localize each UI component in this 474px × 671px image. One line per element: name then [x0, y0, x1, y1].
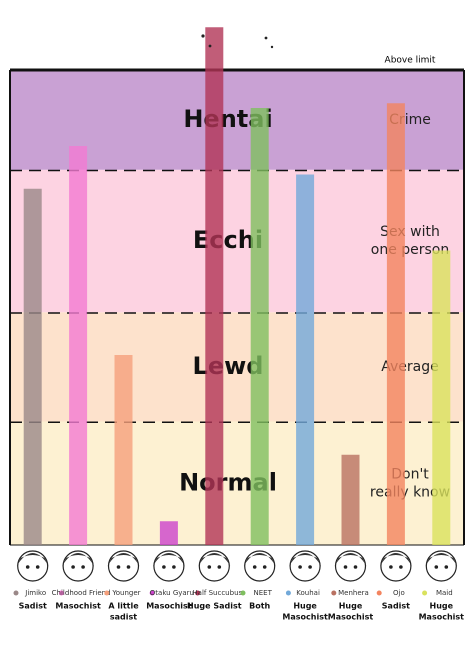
character-name: Jimiko: [24, 589, 46, 597]
hair: [107, 553, 140, 566]
eye: [353, 565, 358, 569]
color-dot: [13, 590, 19, 596]
character-name: Younger: [111, 589, 140, 597]
eye: [298, 565, 302, 569]
hair: [198, 553, 231, 566]
bar: [386, 103, 405, 545]
role-label: Huge: [339, 602, 363, 611]
eye: [217, 565, 222, 569]
hair: [334, 553, 367, 566]
bar: [250, 108, 269, 545]
eye: [399, 565, 403, 569]
color-dot: [195, 590, 201, 596]
face: [244, 550, 276, 582]
character-name: NEET: [254, 589, 273, 597]
character-name: Otaku Gyaru: [150, 589, 194, 597]
role-label: Masochist: [419, 613, 465, 622]
hair: [243, 553, 276, 566]
face: [289, 550, 321, 582]
face: [17, 550, 49, 582]
face: [334, 550, 367, 582]
eye: [308, 565, 312, 569]
eye: [343, 565, 348, 569]
face: [153, 550, 185, 582]
bar: [341, 454, 360, 545]
bar: [432, 250, 451, 545]
hair: [152, 553, 185, 566]
eye: [252, 565, 257, 569]
character-name: Ojo: [393, 589, 405, 597]
role-label: Both: [249, 602, 270, 611]
eye: [81, 565, 85, 569]
bar: [114, 355, 133, 545]
eye: [162, 565, 166, 569]
hair: [16, 553, 49, 566]
bar: [296, 174, 315, 545]
face: [425, 550, 457, 582]
role-label: Huge: [293, 602, 317, 611]
character-name: Childhood Friend: [52, 589, 111, 597]
bar: [205, 27, 224, 545]
eye: [35, 565, 40, 569]
eye: [444, 565, 449, 569]
bar: [159, 521, 178, 545]
face: [198, 550, 230, 582]
character-name: Menhera: [338, 589, 369, 597]
role-label: Huge Sadist: [187, 602, 242, 611]
bars: [23, 27, 451, 545]
color-dot: [376, 590, 382, 596]
hair: [425, 553, 458, 566]
eye: [389, 565, 393, 569]
eye: [207, 565, 212, 569]
role-label: Sadist: [382, 602, 410, 611]
eye: [262, 565, 267, 569]
role-label: Masochist: [328, 613, 374, 622]
color-dot: [58, 590, 64, 596]
hair: [379, 553, 412, 566]
eye: [116, 565, 121, 569]
role-label: A little: [108, 602, 139, 611]
hair: [289, 553, 322, 566]
role-label: Sadist: [19, 602, 47, 611]
color-dot: [285, 590, 291, 596]
face: [107, 550, 140, 582]
color-dot: [149, 590, 155, 596]
eye: [71, 565, 75, 569]
character-name: Maid: [436, 589, 453, 597]
color-dot: [240, 590, 246, 596]
color-dot: [422, 590, 428, 596]
role-label: Masochist: [55, 602, 101, 611]
eye: [172, 565, 176, 569]
faces: Jimiko Sadist Childhood Friend Masochist You…: [13, 550, 465, 622]
role-label: sadist: [110, 613, 137, 622]
bar: [23, 188, 42, 545]
color-dot: [104, 590, 110, 596]
face: [62, 550, 94, 582]
role-label: Huge: [430, 602, 454, 611]
bar: [69, 146, 88, 545]
sparks: [201, 34, 274, 49]
annotation: Above limit: [385, 56, 436, 66]
role-label: Masochist: [146, 602, 192, 611]
eye: [434, 565, 439, 569]
character-name: Half Succubus: [192, 589, 242, 597]
role-label: Masochist: [282, 613, 328, 622]
color-dot: [331, 590, 337, 596]
face: [380, 550, 412, 582]
eye: [126, 565, 131, 569]
hair: [62, 553, 95, 566]
character-name: Kouhai: [296, 589, 320, 597]
eye: [25, 565, 30, 569]
